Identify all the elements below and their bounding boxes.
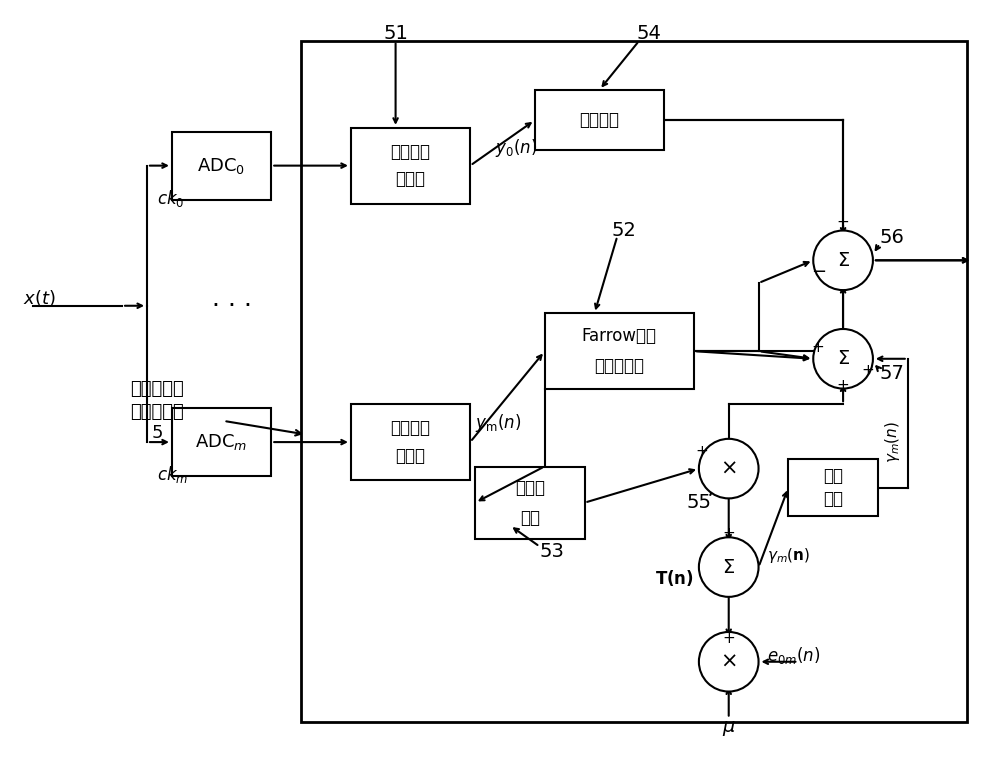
Text: 差估计电路: 差估计电路 [130, 403, 184, 421]
Text: 54: 54 [637, 24, 662, 43]
Text: $x(t)$: $x(t)$ [23, 288, 55, 308]
Text: +: + [695, 444, 708, 459]
Bar [475, 467, 585, 539]
Text: 数字低通: 数字低通 [390, 420, 430, 437]
Text: 52: 52 [612, 221, 637, 240]
Ellipse shape [699, 439, 759, 498]
Text: 单元: 单元 [823, 490, 843, 508]
Bar [545, 314, 694, 389]
Text: 分器: 分器 [520, 509, 540, 526]
Bar [788, 459, 878, 516]
Ellipse shape [699, 537, 759, 597]
Text: 滤波器: 滤波器 [396, 170, 426, 188]
Text: Σ: Σ [723, 558, 735, 577]
Text: $y_0(n)$: $y_0(n)$ [495, 137, 537, 159]
Text: $ck_0$: $ck_0$ [157, 188, 184, 209]
Ellipse shape [813, 230, 873, 290]
Bar [172, 131, 271, 200]
Text: ADC$_0$: ADC$_0$ [197, 156, 246, 175]
Bar [351, 127, 470, 204]
Text: Σ: Σ [837, 349, 849, 369]
Text: $\gamma_m(n)$: $\gamma_m(n)$ [883, 421, 902, 463]
Text: 55: 55 [686, 493, 711, 512]
Text: 56: 56 [880, 228, 905, 247]
Text: +: + [862, 362, 874, 378]
Text: +: + [837, 215, 849, 230]
Text: Σ: Σ [837, 251, 849, 270]
Text: +: + [722, 632, 735, 646]
Ellipse shape [699, 632, 759, 691]
Text: +: + [812, 340, 825, 355]
Text: 5: 5 [151, 424, 163, 442]
Text: · · ·: · · · [212, 294, 252, 317]
Text: $\gamma_m(\mathbf{n})$: $\gamma_m(\mathbf{n})$ [767, 546, 810, 565]
Text: 数字微: 数字微 [515, 478, 545, 497]
Bar [351, 404, 470, 480]
Text: −: − [811, 262, 826, 281]
Text: ADC$_m$: ADC$_m$ [195, 432, 248, 452]
Text: Farrow结构: Farrow结构 [582, 327, 657, 345]
Text: +: + [837, 378, 849, 393]
Text: 延迟单元: 延迟单元 [579, 111, 619, 129]
Text: 数字低通: 数字低通 [390, 143, 430, 161]
Bar [535, 90, 664, 150]
Text: 延迟: 延迟 [823, 467, 843, 485]
Text: 滤波器: 滤波器 [396, 446, 426, 465]
Text: +: + [722, 526, 735, 540]
Text: $\mu$: $\mu$ [722, 719, 736, 738]
Text: 采样时间误: 采样时间误 [130, 380, 184, 398]
Text: $e_{0m}(n)$: $e_{0m}(n)$ [767, 645, 820, 666]
Text: $ck_m$: $ck_m$ [157, 464, 188, 485]
Text: $y_{\rm m}(n)$: $y_{\rm m}(n)$ [475, 412, 521, 434]
Text: ×: × [720, 459, 737, 478]
Bar [172, 408, 271, 476]
Text: 53: 53 [540, 542, 565, 562]
Text: $\mathbf{T(n)}$: $\mathbf{T(n)}$ [655, 568, 694, 588]
Text: 延时滤波器: 延时滤波器 [594, 357, 644, 375]
Ellipse shape [813, 329, 873, 388]
Text: 51: 51 [383, 24, 408, 43]
Text: ×: × [720, 652, 737, 671]
Text: 57: 57 [880, 365, 905, 384]
Bar [301, 40, 967, 723]
